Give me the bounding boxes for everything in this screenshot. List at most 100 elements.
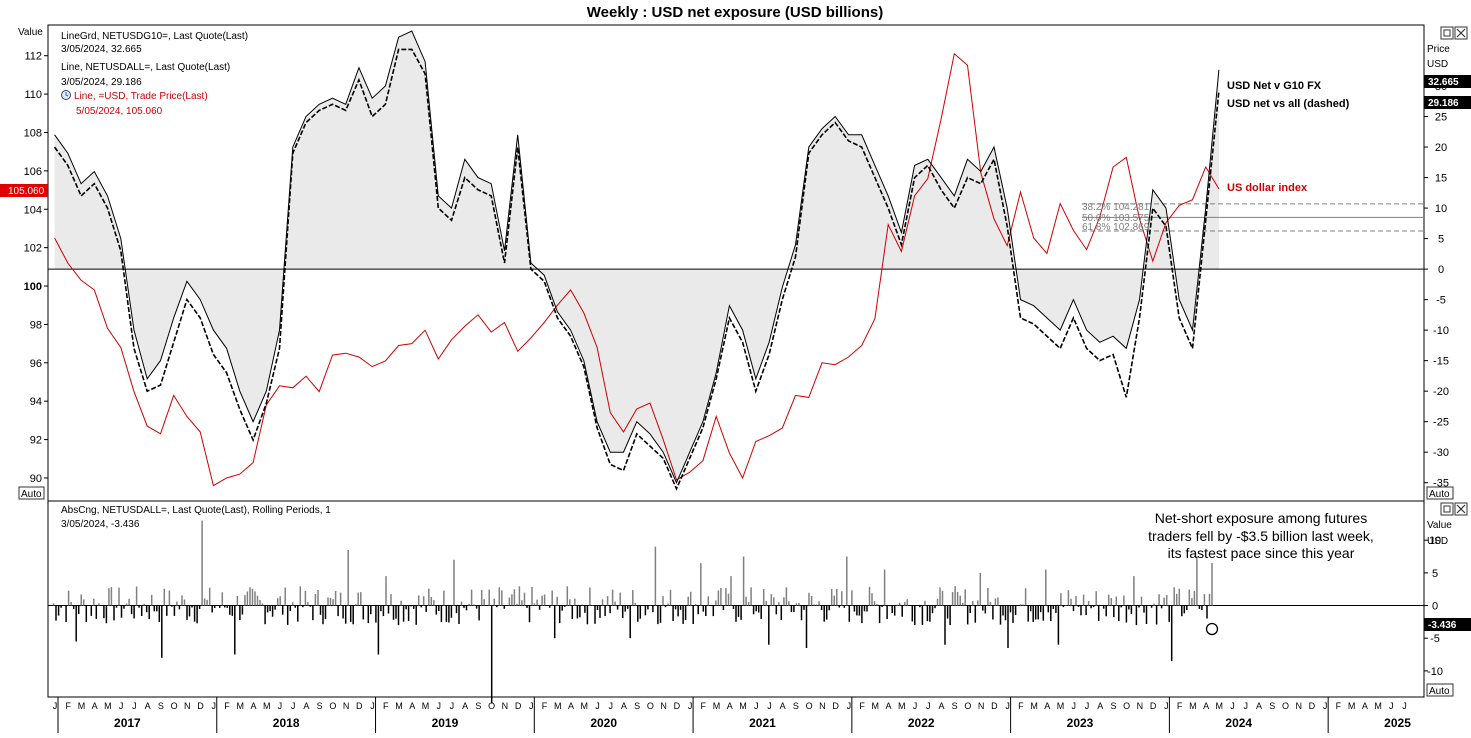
month-label-2021-0: J xyxy=(688,701,693,711)
auto-scale-right-button[interactable]: Auto xyxy=(1426,486,1454,500)
right-tick-label--15: -15 xyxy=(1433,356,1449,368)
month-label-2020-1: F xyxy=(542,701,548,711)
year-label-2018: 2018 xyxy=(273,716,300,730)
month-label-2020-7: A xyxy=(621,701,627,711)
legend-dxy-line1: Line, =USD, Trade Price(Last) xyxy=(74,91,208,102)
month-label-2021-4: M xyxy=(739,701,747,711)
lower-panel-close-icon[interactable] xyxy=(1454,502,1468,516)
month-label-2018-2: M xyxy=(236,701,244,711)
legend-g10-line2: 3/05/2024, 32.665 xyxy=(61,44,142,55)
month-label-2019-6: J xyxy=(450,701,455,711)
month-label-2022-9: O xyxy=(964,701,971,711)
right-axis-label-price: Price xyxy=(1427,44,1450,55)
month-label-2025-2: M xyxy=(1348,701,1356,711)
month-label-2022-7: A xyxy=(938,701,944,711)
left-tick-label-104: 104 xyxy=(24,204,42,216)
lower-panel-restore-icon[interactable] xyxy=(1440,502,1454,516)
panel-restore-icon[interactable] xyxy=(1440,26,1454,40)
month-label-2019-4: M xyxy=(422,701,430,711)
month-label-2023-1: F xyxy=(1018,701,1024,711)
month-label-2019-2: M xyxy=(395,701,403,711)
legend-all-line1: Line, NETUSDALL=, Last Quote(Last) xyxy=(61,62,230,73)
callout-line-2: traders fell by -$3.5 billion last week, xyxy=(1148,528,1374,544)
month-label-2018-10: N xyxy=(343,701,350,711)
month-label-2021-7: A xyxy=(780,701,786,711)
month-label-2019-10: N xyxy=(502,701,509,711)
month-label-2019-9: O xyxy=(488,701,495,711)
month-label-2024-7: A xyxy=(1256,701,1262,711)
left-tick-label-96: 96 xyxy=(30,358,42,370)
bottom-right-tick-label--5: -5 xyxy=(1430,633,1440,645)
month-label-2025-0: J xyxy=(1323,701,1328,711)
month-label-2021-9: O xyxy=(806,701,813,711)
month-label-2022-3: A xyxy=(886,701,892,711)
month-label-2025-6: J xyxy=(1402,701,1407,711)
panel-close-icon[interactable] xyxy=(1454,26,1468,40)
month-label-2018-4: M xyxy=(263,701,271,711)
year-label-2021: 2021 xyxy=(749,716,776,730)
month-label-2019-8: S xyxy=(475,701,481,711)
chart-title: Weekly : USD net exposure (USD billions) xyxy=(587,4,883,21)
month-label-2020-10: N xyxy=(660,701,667,711)
right-tick-label--30: -30 xyxy=(1433,447,1449,459)
month-label-2024-9: O xyxy=(1282,701,1289,711)
g10-area-fill xyxy=(54,31,1219,483)
auto-scale-bottom-button[interactable]: Auto xyxy=(1426,683,1454,697)
month-label-2024-6: J xyxy=(1244,701,1249,711)
month-label-2022-0: J xyxy=(847,701,852,711)
right-tick-label-20: 20 xyxy=(1435,142,1447,154)
month-label-2025-4: M xyxy=(1374,701,1382,711)
month-label-2019-3: A xyxy=(409,701,415,711)
month-label-2024-0: J xyxy=(1164,701,1169,711)
month-label-2017-11: D xyxy=(197,701,204,711)
month-label-2021-2: M xyxy=(713,701,721,711)
month-label-2020-0: J xyxy=(529,701,534,711)
month-label-2023-6: J xyxy=(1085,701,1090,711)
fib-label-618: 61.8% 102.869 xyxy=(1082,222,1150,233)
right-tick-label--20: -20 xyxy=(1433,386,1449,398)
month-label-2021-5: J xyxy=(754,701,759,711)
month-label-2020-6: J xyxy=(608,701,613,711)
bottom-legend-line2: 3/05/2024, -3.436 xyxy=(61,519,140,530)
last-change-marker xyxy=(1205,622,1219,636)
annotation-all: USD net vs all (dashed) xyxy=(1227,98,1350,110)
series-all-line xyxy=(53,48,1220,491)
badge-g10-right: 32.665 xyxy=(1424,75,1471,88)
bottom-right-tick-label-0: 0 xyxy=(1432,601,1438,613)
year-label-2025: 2025 xyxy=(1384,716,1411,730)
month-label-2024-8: S xyxy=(1269,701,1275,711)
month-label-2021-11: D xyxy=(832,701,839,711)
bottom-right-tick-label-10: 10 xyxy=(1429,535,1441,547)
left-tick-label-112: 112 xyxy=(24,51,42,63)
left-tick-label-106: 106 xyxy=(24,166,42,178)
month-label-2023-11: D xyxy=(1150,701,1157,711)
bottom-panel-plot xyxy=(48,520,1424,704)
fib-label-382: 38.2% 104.281 xyxy=(1082,202,1150,213)
badge-g10-right-text: 32.665 xyxy=(1428,77,1459,88)
callout-line-3: its fastest pace since this year xyxy=(1168,545,1355,561)
month-label-2022-11: D xyxy=(991,701,998,711)
bottom-right-axis-label: Value xyxy=(1427,520,1452,531)
month-label-2017-9: O xyxy=(171,701,178,711)
month-label-2022-1: F xyxy=(859,701,865,711)
month-label-2024-3: A xyxy=(1203,701,1209,711)
month-label-2019-7: A xyxy=(462,701,468,711)
month-label-2017-7: A xyxy=(145,701,151,711)
top-panel-plot xyxy=(48,30,1424,491)
month-label-2021-3: A xyxy=(727,701,733,711)
year-label-2024: 2024 xyxy=(1225,716,1252,730)
left-axis-label: Value xyxy=(18,27,43,38)
month-label-2017-2: M xyxy=(78,701,86,711)
month-label-2024-2: M xyxy=(1189,701,1197,711)
auto-scale-left-button[interactable]: Auto xyxy=(18,486,45,500)
axes: 9092949698100102104106108110112-35-30-25… xyxy=(24,51,1449,733)
month-label-2023-2: M xyxy=(1030,701,1038,711)
month-label-2020-11: D xyxy=(674,701,681,711)
month-label-2019-0: J xyxy=(370,701,375,711)
month-label-2017-10: N xyxy=(184,701,191,711)
month-label-2018-0: J xyxy=(212,701,217,711)
month-label-2024-10: N xyxy=(1295,701,1302,711)
month-label-2022-8: S xyxy=(952,701,958,711)
month-label-2021-1: F xyxy=(701,701,707,711)
